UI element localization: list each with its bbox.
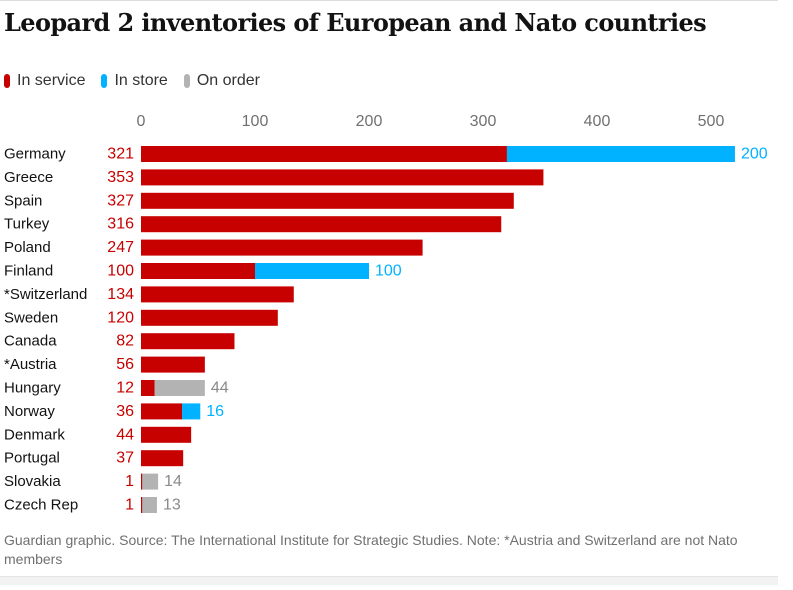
value-label-germany-in-service: 321 xyxy=(107,146,134,163)
bar-slovakia-on-order xyxy=(142,473,159,490)
x-tick-label-0: 0 xyxy=(137,113,146,130)
x-tick-label-400: 400 xyxy=(584,113,611,130)
category-label-finland: Finland xyxy=(4,263,53,280)
legend-swatch-on-order xyxy=(183,74,190,88)
bar-turkey-in-service xyxy=(141,216,502,233)
value-label-hungary-on-order: 44 xyxy=(211,380,229,397)
x-tick-label-200: 200 xyxy=(356,113,383,130)
value-label-greece-in-service: 353 xyxy=(107,169,134,186)
value-label-norway-in-service: 36 xyxy=(116,403,134,420)
value-label-hungary-in-service: 12 xyxy=(116,380,134,397)
bar-slovakia-in-service xyxy=(141,473,143,490)
legend: In service In store On order xyxy=(4,72,276,90)
legend-item-in-store: In store xyxy=(101,72,168,90)
bar-finland-in-service xyxy=(141,263,255,279)
category-label-canada: Canada xyxy=(4,333,57,350)
value-label-finland-in-service: 100 xyxy=(107,263,134,280)
legend-label-in-store: In store xyxy=(114,72,168,89)
top-rule xyxy=(0,0,778,1)
legend-item-in-service: In service xyxy=(4,72,85,90)
bar-hungary-on-order xyxy=(154,380,205,396)
legend-swatch-in-service xyxy=(4,74,10,88)
legend-swatch-in-store xyxy=(101,74,108,88)
legend-label-in-service: In service xyxy=(17,72,86,89)
bar-norway-in-service xyxy=(141,403,183,420)
bar-sweden-in-service xyxy=(141,309,278,326)
bar-germany-in-store xyxy=(506,146,735,162)
chart-title: Leopard 2 inventories of European and Na… xyxy=(4,8,707,37)
value-label-portugal-in-service: 37 xyxy=(116,450,134,467)
bar-finland-in-store xyxy=(255,263,369,279)
bar-czech-rep-on-order xyxy=(142,497,157,513)
bar-canada-in-service xyxy=(141,333,235,350)
source-note: Guardian graphic. Source: The Internatio… xyxy=(4,532,738,567)
category-label-sweden: Sweden xyxy=(4,309,58,326)
category-label-czech-rep: Czech Rep xyxy=(4,497,78,514)
category-label-switzerland: *Switzerland xyxy=(4,286,87,303)
category-label-poland: Poland xyxy=(4,239,51,256)
category-label-denmark: Denmark xyxy=(4,426,65,443)
value-label-canada-in-service: 82 xyxy=(116,333,134,350)
value-label-spain-in-service: 327 xyxy=(107,192,134,209)
value-label-czech-rep-in-service: 1 xyxy=(125,497,134,514)
bar-germany-in-service xyxy=(141,146,507,162)
bar-spain-in-service xyxy=(141,192,514,209)
bar-austria-in-service xyxy=(141,356,205,373)
category-label-turkey: Turkey xyxy=(4,216,50,233)
value-label-denmark-in-service: 44 xyxy=(116,426,134,443)
value-label-austria-in-service: 56 xyxy=(116,356,134,373)
bar-switzerland-in-service xyxy=(141,286,294,303)
category-label-germany: Germany xyxy=(4,146,66,163)
value-label-finland-in-store: 100 xyxy=(375,263,402,280)
bar-czech-rep-in-service xyxy=(141,497,143,513)
value-label-turkey-in-service: 316 xyxy=(107,216,134,233)
value-label-czech-rep-on-order: 13 xyxy=(163,497,181,514)
legend-item-on-order: On order xyxy=(183,72,260,90)
bar-chart: 0 100 200 300 400 500 Germany 321 200 Greece 353 Sp… xyxy=(4,113,768,514)
category-label-greece: Greece xyxy=(4,169,53,186)
bar-greece-in-service xyxy=(141,169,544,186)
x-tick-label-100: 100 xyxy=(242,113,269,130)
value-label-germany-in-store: 200 xyxy=(741,146,768,163)
bottom-bar xyxy=(0,576,778,585)
legend-label-on-order: On order xyxy=(196,72,260,89)
bar-poland-in-service xyxy=(141,239,423,256)
value-label-norway-in-store: 16 xyxy=(206,403,224,420)
category-label-hungary: Hungary xyxy=(4,380,61,397)
category-label-norway: Norway xyxy=(4,403,55,420)
x-tick-label-300: 300 xyxy=(470,113,497,130)
category-label-austria: *Austria xyxy=(4,356,57,373)
x-tick-label-500: 500 xyxy=(698,113,725,130)
value-label-sweden-in-service: 120 xyxy=(107,309,134,326)
value-label-slovakia-in-service: 1 xyxy=(125,473,134,490)
bar-denmark-in-service xyxy=(141,426,192,443)
category-label-portugal: Portugal xyxy=(4,450,60,467)
value-label-switzerland-in-service: 134 xyxy=(107,286,134,303)
category-label-spain: Spain xyxy=(4,192,42,209)
bar-portugal-in-service xyxy=(141,450,184,467)
value-label-poland-in-service: 247 xyxy=(107,239,134,256)
value-label-slovakia-on-order: 14 xyxy=(164,473,182,490)
bar-hungary-in-service xyxy=(141,380,155,396)
bar-norway-in-store xyxy=(182,403,201,420)
category-label-slovakia: Slovakia xyxy=(4,473,61,490)
